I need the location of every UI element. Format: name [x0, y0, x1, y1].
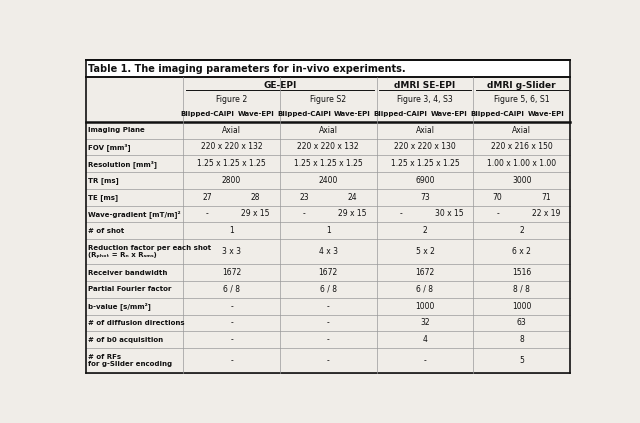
Text: -: - — [424, 356, 426, 365]
Text: 5 x 2: 5 x 2 — [415, 247, 435, 256]
Text: 1.25 x 1.25 x 1.25: 1.25 x 1.25 x 1.25 — [197, 159, 266, 168]
Text: Axial: Axial — [415, 126, 435, 135]
Text: -: - — [327, 319, 330, 327]
Text: 1000: 1000 — [512, 302, 531, 310]
Text: 6900: 6900 — [415, 176, 435, 185]
Text: 2400: 2400 — [319, 176, 338, 185]
Text: 6 / 8: 6 / 8 — [417, 285, 433, 294]
Text: dMRI SE-EPI: dMRI SE-EPI — [394, 81, 456, 90]
Text: Blipped-CAIPI: Blipped-CAIPI — [180, 111, 234, 117]
Text: # of RFs
for g-Slider encoding: # of RFs for g-Slider encoding — [88, 354, 173, 368]
Text: -: - — [230, 356, 233, 365]
Text: 6 / 8: 6 / 8 — [320, 285, 337, 294]
Text: 4: 4 — [422, 335, 428, 344]
Text: 1: 1 — [326, 226, 331, 235]
Text: 23: 23 — [300, 193, 309, 202]
Text: Blipped-CAIPI: Blipped-CAIPI — [277, 111, 331, 117]
Text: 3 x 3: 3 x 3 — [222, 247, 241, 256]
Text: -: - — [230, 302, 233, 310]
Text: 220 x 220 x 132: 220 x 220 x 132 — [298, 143, 359, 151]
Text: 5: 5 — [519, 356, 524, 365]
Text: Figure 3, 4, S3: Figure 3, 4, S3 — [397, 95, 453, 104]
Text: 1672: 1672 — [415, 268, 435, 277]
Text: Wave-gradient [mT/m]²: Wave-gradient [mT/m]² — [88, 210, 181, 218]
Text: -: - — [327, 335, 330, 344]
Text: 28: 28 — [251, 193, 260, 202]
Text: # of diffusion directions: # of diffusion directions — [88, 320, 185, 326]
Text: 8: 8 — [519, 335, 524, 344]
Text: Figure S2: Figure S2 — [310, 95, 346, 104]
Text: Resolution [mm³]: Resolution [mm³] — [88, 160, 157, 168]
Text: TE [ms]: TE [ms] — [88, 194, 118, 201]
Text: 63: 63 — [517, 319, 527, 327]
Text: 2: 2 — [519, 226, 524, 235]
Text: Reduction factor per each shot
(Rₚₕₒₜ = Rₙ x Rₛₘₛ): Reduction factor per each shot (Rₚₕₒₜ = … — [88, 245, 212, 258]
Text: GE-EPI: GE-EPI — [263, 81, 296, 90]
Text: 220 x 220 x 130: 220 x 220 x 130 — [394, 143, 456, 151]
Text: # of shot: # of shot — [88, 228, 125, 234]
Text: -: - — [399, 209, 402, 218]
Text: 2800: 2800 — [222, 176, 241, 185]
Text: -: - — [327, 356, 330, 365]
Text: 220 x 216 x 150: 220 x 216 x 150 — [491, 143, 552, 151]
Text: Partial Fourier factor: Partial Fourier factor — [88, 286, 172, 292]
Text: -: - — [230, 319, 233, 327]
Text: 30 x 15: 30 x 15 — [435, 209, 463, 218]
Text: 1.25 x 1.25 x 1.25: 1.25 x 1.25 x 1.25 — [294, 159, 363, 168]
Text: Table 1. The imaging parameters for in-vivo experiments.: Table 1. The imaging parameters for in-v… — [88, 64, 406, 74]
Text: b-value [s/mm²]: b-value [s/mm²] — [88, 302, 151, 310]
Text: -: - — [206, 209, 209, 218]
Text: dMRI g-Slider: dMRI g-Slider — [488, 81, 556, 90]
Text: Axial: Axial — [319, 126, 338, 135]
Text: 1000: 1000 — [415, 302, 435, 310]
Text: 73: 73 — [420, 193, 430, 202]
Text: Figure 5, 6, S1: Figure 5, 6, S1 — [494, 95, 550, 104]
Text: 29 x 15: 29 x 15 — [338, 209, 367, 218]
Text: Wave-EPI: Wave-EPI — [334, 111, 371, 117]
Text: 1.00 x 1.00 x 1.00: 1.00 x 1.00 x 1.00 — [487, 159, 556, 168]
Text: Wave-EPI: Wave-EPI — [431, 111, 468, 117]
Text: Wave-EPI: Wave-EPI — [527, 111, 564, 117]
Text: 70: 70 — [493, 193, 502, 202]
Text: 220 x 220 x 132: 220 x 220 x 132 — [201, 143, 262, 151]
Text: Axial: Axial — [512, 126, 531, 135]
Text: -: - — [230, 335, 233, 344]
Text: FOV [mm³]: FOV [mm³] — [88, 143, 131, 151]
Text: 24: 24 — [348, 193, 357, 202]
Text: 1.25 x 1.25 x 1.25: 1.25 x 1.25 x 1.25 — [390, 159, 460, 168]
Text: 22 x 19: 22 x 19 — [532, 209, 560, 218]
Text: # of b0 acquisition: # of b0 acquisition — [88, 337, 164, 343]
Text: 6 x 2: 6 x 2 — [512, 247, 531, 256]
Text: 29 x 15: 29 x 15 — [241, 209, 270, 218]
Text: 1516: 1516 — [512, 268, 531, 277]
Text: 6 / 8: 6 / 8 — [223, 285, 240, 294]
Text: 1672: 1672 — [222, 268, 241, 277]
Text: 4 x 3: 4 x 3 — [319, 247, 338, 256]
Text: Wave-EPI: Wave-EPI — [237, 111, 274, 117]
Text: 27: 27 — [202, 193, 212, 202]
Text: 3000: 3000 — [512, 176, 531, 185]
Text: Imaging Plane: Imaging Plane — [88, 127, 145, 133]
Text: Blipped-CAIPI: Blipped-CAIPI — [470, 111, 524, 117]
FancyBboxPatch shape — [86, 60, 570, 77]
Text: 1672: 1672 — [319, 268, 338, 277]
Text: Receiver bandwidth: Receiver bandwidth — [88, 269, 168, 276]
Text: 32: 32 — [420, 319, 430, 327]
Text: Figure 2: Figure 2 — [216, 95, 247, 104]
Text: 2: 2 — [422, 226, 428, 235]
Text: Axial: Axial — [222, 126, 241, 135]
Text: 71: 71 — [541, 193, 550, 202]
Text: -: - — [303, 209, 305, 218]
Text: 8 / 8: 8 / 8 — [513, 285, 530, 294]
Text: -: - — [327, 302, 330, 310]
Text: 1: 1 — [229, 226, 234, 235]
Text: -: - — [496, 209, 499, 218]
Text: Blipped-CAIPI: Blipped-CAIPI — [374, 111, 428, 117]
Text: TR [ms]: TR [ms] — [88, 177, 119, 184]
